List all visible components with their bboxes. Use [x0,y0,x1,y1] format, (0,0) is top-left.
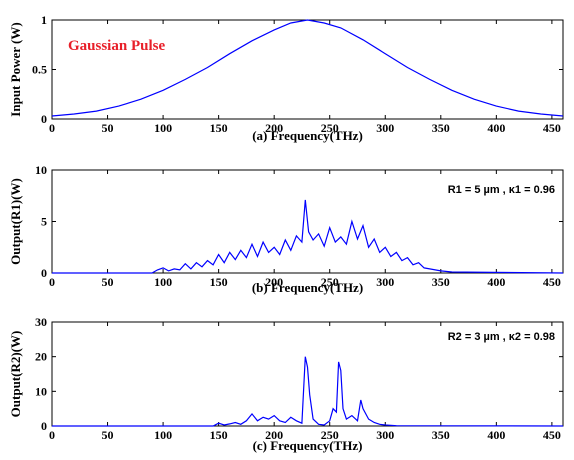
panel-b-xtick-label: 300 [376,275,394,289]
panel-a-ylabel: Input Power (W) [8,22,23,116]
panel-c-xtick-label: 200 [265,428,283,442]
panel-c-ytick-label: 20 [35,350,47,364]
panel-b-xtick-label: 100 [154,275,172,289]
panel-a-xtick-label: 100 [154,121,172,135]
panel-b-xtick-label: 250 [321,275,339,289]
panel-a-xtick-label: 300 [376,121,394,135]
panel-a-ytick-label: 0 [41,112,47,126]
panel-c-xtick-label: 150 [210,428,228,442]
panel-c-ylabel: Output(R2)(W) [8,331,23,418]
panel-b-xtick-label: 350 [432,275,450,289]
panel-a-xtick-label: 400 [487,121,505,135]
panel-a-xtick-label: 150 [210,121,228,135]
panel-c-xtick-label: 300 [376,428,394,442]
panel-c-annotation: R2 = 3 µm , κ2 = 0.98 [448,331,555,343]
panel-c-xtick-label: 250 [321,428,339,442]
panel-b-xtick-label: 450 [543,275,561,289]
panel-b-ytick-label: 0 [41,266,47,280]
panel-c-xtick-label: 0 [49,428,55,442]
panel-a-xtick-label: 250 [321,121,339,135]
panel-a-xtick-label: 50 [102,121,114,135]
panel-c-ytick-label: 0 [41,419,47,433]
panel-b-ytick-label: 10 [35,163,47,177]
panel-a-frame [51,19,564,120]
panel-c-xtick-label: 450 [543,428,561,442]
panel-c-xtick-label: 350 [432,428,450,442]
panel-b-xlabel: (b) Frequency(THz) [252,280,363,295]
panel-a-annotation: Gaussian Pulse [68,38,165,54]
panel-b-xtick-label: 50 [102,275,114,289]
panel-a-xtick-label: 350 [432,121,450,135]
panel-c-frame [51,321,564,427]
panel-a-ytick-label: 0.5 [32,63,47,77]
panel-b-xtick-label: 200 [265,275,283,289]
panel-a-ytick-label: 1 [41,13,47,27]
panel-a-xtick-label: 200 [265,121,283,135]
panel-a-xtick-label: 0 [49,121,55,135]
panel-c-xtick-label: 100 [154,428,172,442]
panel-b-series-line [52,199,564,274]
panel-c-xlabel: (c) Frequency(THz) [253,438,363,453]
panel-a-xlabel: (a) Frequency(THz) [252,128,363,143]
panel-c-series-line [52,356,564,427]
panel-b-ylabel: Output(R1)(W) [8,178,23,265]
panel-a-series-line [51,19,564,117]
panel-c-ytick-label: 10 [35,384,47,398]
panel-a-xtick-label: 450 [543,121,561,135]
panel-b-ytick-label: 5 [41,215,47,229]
panel-b-annotation: R1 = 5 µm , κ1 = 0.96 [448,184,555,196]
panel-c-xtick-label: 400 [487,428,505,442]
panel-c-ytick-label: 30 [35,315,47,329]
panel-b-xtick-label: 0 [49,275,55,289]
panel-b-xtick-label: 150 [210,275,228,289]
panel-c-xtick-label: 50 [102,428,114,442]
panel-b-xtick-label: 400 [487,275,505,289]
